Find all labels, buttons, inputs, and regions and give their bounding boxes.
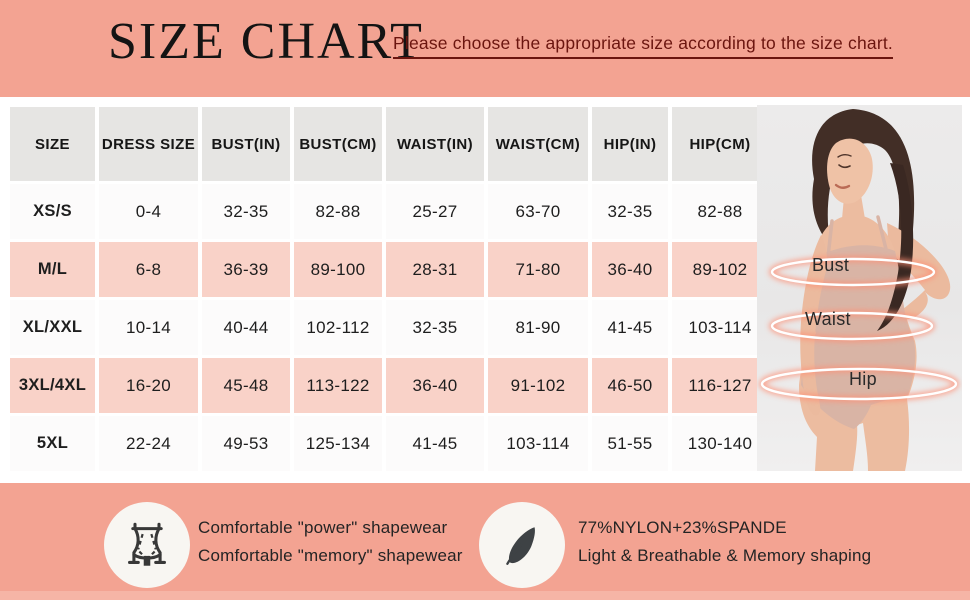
column-header: HIP(IN) (592, 107, 668, 181)
model-illustration (759, 109, 959, 471)
size-value-cell: 28-31 (386, 242, 484, 297)
size-value-cell: 51-55 (592, 416, 668, 471)
size-value-cell: 32-35 (592, 184, 668, 239)
bust-label: Bust (812, 255, 850, 275)
hip-ring (759, 366, 959, 402)
feature-2-line-1: 77%NYLON+23%SPANDE (578, 518, 787, 537)
size-value-cell: 40-44 (202, 300, 290, 355)
size-table: SIZE DRESS SIZE BUST(IN) BUST(CM) WAIST(IN) W… (10, 107, 768, 471)
size-value-cell: 89-102 (672, 242, 768, 297)
size-value-cell: 103-114 (672, 300, 768, 355)
waist-label: Waist (805, 309, 851, 329)
row-size-label: M/L (10, 242, 95, 297)
page-title: SIZE CHART (108, 13, 424, 70)
size-value-cell: 22-24 (99, 416, 198, 471)
size-value-cell: 46-50 (592, 358, 668, 413)
size-value-cell: 113-122 (294, 358, 382, 413)
column-header: BUST(IN) (202, 107, 290, 181)
size-value-cell: 36-40 (386, 358, 484, 413)
size-value-cell: 36-40 (592, 242, 668, 297)
size-value-cell: 81-90 (488, 300, 588, 355)
row-size-label: 5XL (10, 416, 95, 471)
size-value-cell: 63-70 (488, 184, 588, 239)
column-header: WAIST(IN) (386, 107, 484, 181)
feature-1-circle (104, 502, 190, 588)
size-value-cell: 32-35 (386, 300, 484, 355)
row-size-label: 3XL/4XL (10, 358, 95, 413)
column-header: SIZE (10, 107, 95, 181)
feature-1-text: Comfortable "power" shapewear Comfortabl… (198, 514, 463, 570)
feature-2-circle (479, 502, 565, 588)
size-value-cell: 25-27 (386, 184, 484, 239)
column-header: BUST(CM) (294, 107, 382, 181)
size-value-cell: 130-140 (672, 416, 768, 471)
row-size-label: XL/XXL (10, 300, 95, 355)
column-header: HIP(CM) (672, 107, 768, 181)
bottom-strip (0, 591, 970, 600)
size-value-cell: 116-127 (672, 358, 768, 413)
size-value-cell: 71-80 (488, 242, 588, 297)
size-value-cell: 82-88 (672, 184, 768, 239)
size-value-cell: 41-45 (592, 300, 668, 355)
feather-icon (506, 527, 535, 565)
shapewear-torso-icon (128, 522, 166, 566)
size-value-cell: 91-102 (488, 358, 588, 413)
subtitle-note: Please choose the appropriate size accor… (393, 33, 893, 59)
size-value-cell: 10-14 (99, 300, 198, 355)
size-value-cell: 6-8 (99, 242, 198, 297)
feature-1-line-1: Comfortable "power" shapewear (198, 518, 448, 537)
column-header: DRESS SIZE (99, 107, 198, 181)
size-value-cell: 103-114 (488, 416, 588, 471)
size-value-cell: 102-112 (294, 300, 382, 355)
size-value-cell: 82-88 (294, 184, 382, 239)
size-value-cell: 0-4 (99, 184, 198, 239)
size-value-cell: 41-45 (386, 416, 484, 471)
size-value-cell: 36-39 (202, 242, 290, 297)
feature-1-line-2: Comfortable "memory" shapewear (198, 546, 463, 565)
model-photo: Bust Waist Hip (757, 105, 962, 471)
waist-ring (769, 310, 935, 342)
size-value-cell: 45-48 (202, 358, 290, 413)
feature-2-line-2: Light & Breathable & Memory shaping (578, 546, 872, 565)
bust-ring (769, 256, 937, 288)
size-value-cell: 89-100 (294, 242, 382, 297)
feature-2-text: 77%NYLON+23%SPANDE Light & Breathable & … (578, 514, 871, 570)
row-size-label: XS/S (10, 184, 95, 239)
size-value-cell: 32-35 (202, 184, 290, 239)
size-value-cell: 49-53 (202, 416, 290, 471)
hip-label: Hip (849, 369, 877, 389)
size-value-cell: 16-20 (99, 358, 198, 413)
column-header: WAIST(CM) (488, 107, 588, 181)
size-value-cell: 125-134 (294, 416, 382, 471)
